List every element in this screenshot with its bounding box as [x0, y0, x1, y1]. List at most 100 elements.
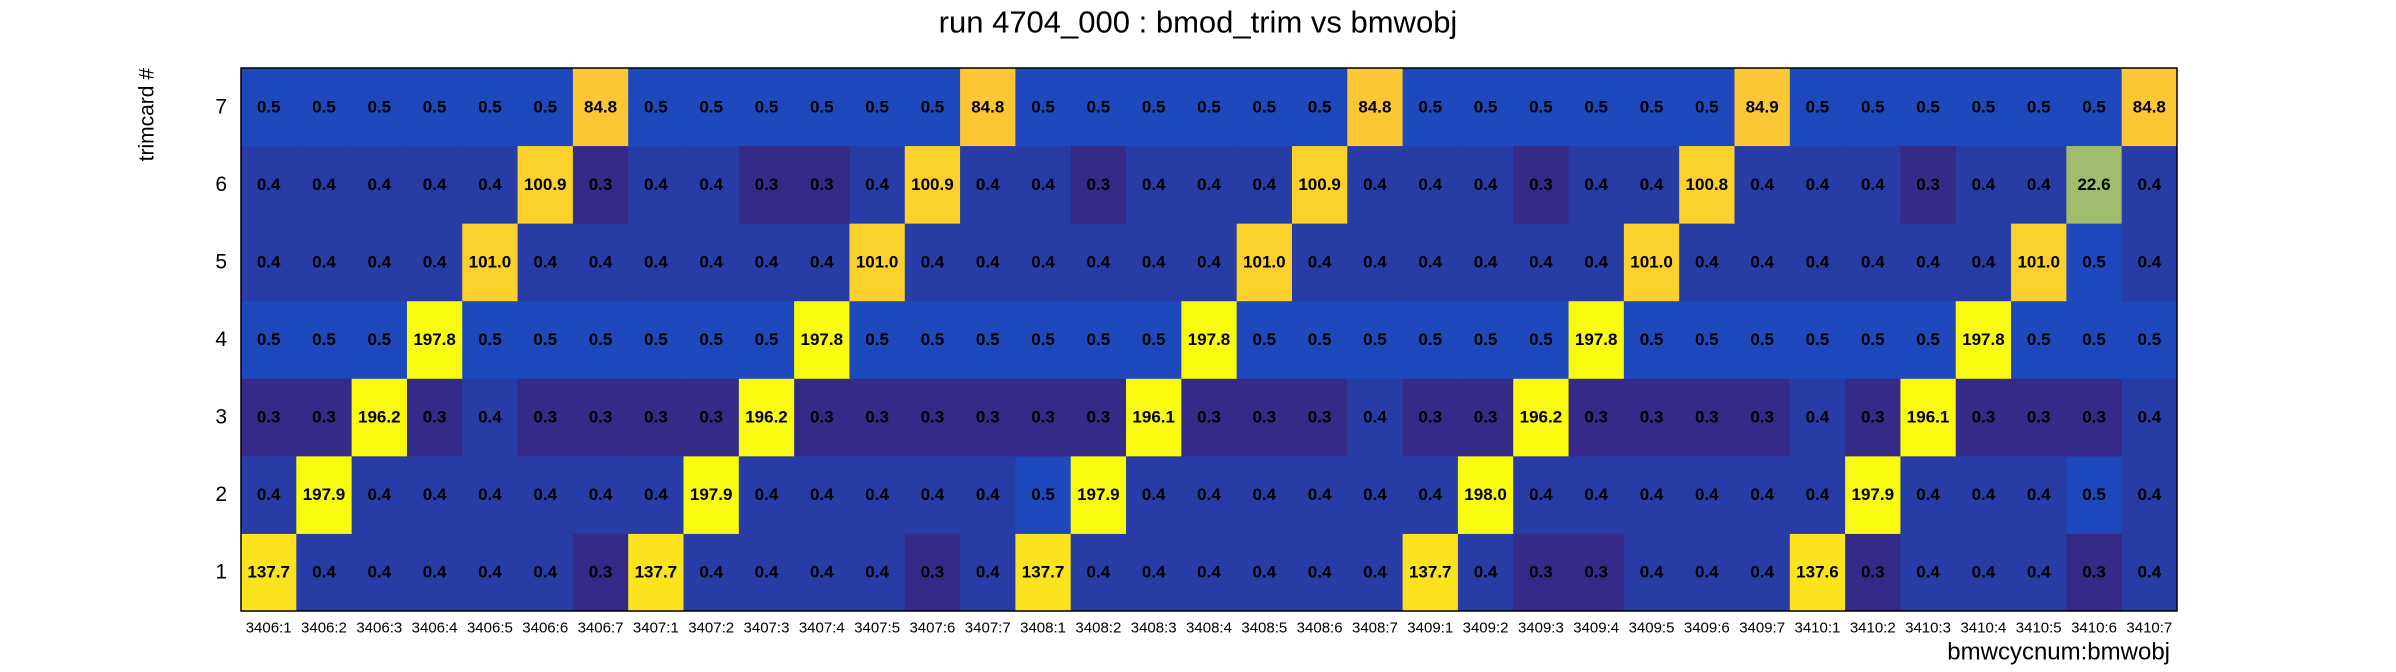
heatmap-cell [794, 533, 850, 612]
heatmap-cell [904, 145, 961, 224]
cell-label: 0.4 [1695, 563, 1719, 582]
cell-label: 100.9 [911, 175, 954, 194]
cell-label: 0.4 [533, 252, 557, 271]
cell-label: 0.4 [755, 485, 779, 504]
cell-label: 0.3 [1750, 408, 1774, 427]
cell-label: 0.4 [1087, 252, 1111, 271]
heatmap-cell [572, 455, 629, 534]
cell-label: 197.9 [1851, 485, 1894, 504]
y-tick-label: 4 [215, 328, 227, 351]
y-tick-label: 3 [215, 406, 227, 429]
cell-label: 0.4 [1806, 252, 1830, 271]
heatmap-cell [1126, 533, 1182, 612]
cell-label: 0.3 [423, 408, 447, 427]
heatmap-cell [1623, 300, 1680, 379]
cell-label: 0.3 [2082, 563, 2106, 582]
cell-label: 0.4 [1418, 175, 1442, 194]
cell-label: 0.4 [1252, 563, 1276, 582]
heatmap-cell [351, 300, 408, 379]
cell-label: 0.5 [1474, 330, 1498, 349]
cell-label: 0.4 [312, 175, 336, 194]
heatmap-cell [1181, 455, 1238, 534]
heatmap-cell [1513, 145, 1570, 224]
heatmap-cell [1070, 533, 1127, 612]
heatmap-cell [1126, 223, 1182, 302]
heatmap-cell [738, 300, 795, 379]
heatmap-cell [1568, 455, 1625, 534]
heatmap-cell [1679, 223, 1735, 302]
heatmap-cell [1015, 300, 1072, 379]
cell-label: 0.5 [865, 97, 889, 116]
heatmap-cell [1402, 300, 1459, 379]
cell-label: 0.4 [810, 252, 834, 271]
heatmap-cell [1679, 533, 1735, 612]
heatmap-cell [1513, 68, 1570, 147]
heatmap-cell [1070, 145, 1127, 224]
x-tick-label: 3406:5 [467, 620, 513, 637]
cell-label: 0.4 [1806, 485, 1830, 504]
cell-label: 0.4 [367, 252, 391, 271]
cell-label: 0.5 [2082, 97, 2106, 116]
cell-label: 197.8 [801, 330, 844, 349]
heatmap-cell [1457, 455, 1514, 534]
cell-label: 101.0 [469, 252, 512, 271]
heatmap-cell [1900, 145, 1957, 224]
cell-label: 196.2 [358, 408, 401, 427]
heatmap-cell [1347, 533, 1404, 612]
cell-label: 0.5 [976, 330, 1000, 349]
plot-frame [240, 67, 2178, 612]
cell-label: 0.4 [1363, 252, 1387, 271]
cell-label: 0.4 [1197, 175, 1221, 194]
heatmap-cell [351, 533, 408, 612]
heatmap-cell [1568, 300, 1625, 379]
cell-label: 0.5 [1308, 97, 1332, 116]
cell-label: 0.5 [755, 97, 779, 116]
x-tick-label: 3407:3 [744, 620, 790, 637]
heatmap-cell [1623, 223, 1680, 302]
x-tick-label: 3410:5 [2016, 620, 2062, 637]
heatmap-cell [1568, 378, 1625, 457]
cell-label: 0.4 [1972, 563, 1996, 582]
cell-label: 0.3 [2082, 408, 2106, 427]
cell-label: 0.4 [1308, 485, 1332, 504]
cell-label: 0.5 [1252, 330, 1276, 349]
cell-label: 0.4 [2138, 252, 2162, 271]
x-tick-label: 3406:6 [522, 620, 568, 637]
heatmap-cell [1181, 533, 1238, 612]
cell-label: 0.5 [1142, 97, 1166, 116]
cell-label: 0.5 [2082, 485, 2106, 504]
cell-label: 0.3 [1197, 408, 1221, 427]
cell-label: 0.5 [1584, 97, 1608, 116]
heatmap-cell [517, 68, 574, 147]
cell-label: 196.1 [1907, 408, 1950, 427]
cell-label: 197.8 [1188, 330, 1231, 349]
cell-label: 137.7 [247, 563, 290, 582]
heatmap-cell [241, 300, 297, 379]
x-tick-label: 3407:7 [965, 620, 1011, 637]
heatmap-cell [517, 378, 574, 457]
cell-label: 0.4 [810, 563, 834, 582]
cell-label: 0.5 [1861, 330, 1885, 349]
cell-label: 0.4 [865, 485, 889, 504]
x-tick-label: 3408:1 [1020, 620, 1066, 637]
cell-label: 0.5 [1363, 330, 1387, 349]
heatmap-cell [1347, 68, 1404, 147]
heatmap-cell [1679, 68, 1735, 147]
heatmap-cell [1126, 378, 1182, 457]
cell-label: 0.5 [1695, 97, 1719, 116]
heatmap-cell [960, 300, 1016, 379]
cell-label: 0.4 [1142, 485, 1166, 504]
heatmap-cell [1900, 68, 1957, 147]
cell-label: 0.4 [1529, 485, 1553, 504]
x-tick-label: 3410:3 [1905, 620, 1951, 637]
heatmap-cell [1236, 533, 1293, 612]
heatmap-cell [628, 300, 685, 379]
heatmap-cell [1347, 223, 1404, 302]
cell-label: 0.4 [367, 175, 391, 194]
cell-label: 0.4 [1363, 485, 1387, 504]
heatmap-cell [904, 455, 961, 534]
heatmap-cell [1457, 300, 1514, 379]
cell-label: 0.4 [644, 252, 668, 271]
cell-label: 0.3 [1418, 408, 1442, 427]
